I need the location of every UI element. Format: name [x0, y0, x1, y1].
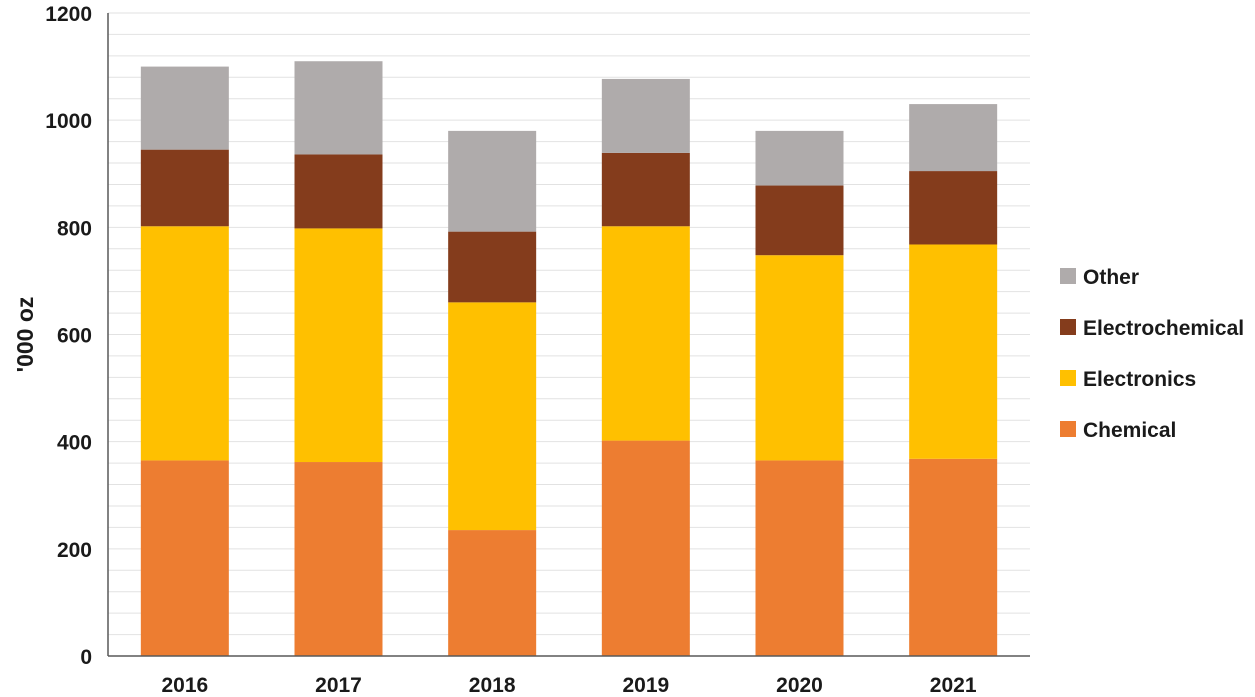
y-tick-label: 1000: [45, 110, 92, 133]
bar-segment-electronics-2019: [601, 226, 690, 441]
legend: Other Electrochemical Electronics Chemical: [1060, 266, 1244, 442]
bar-segment-electronics-2016: [140, 226, 229, 461]
bar-segment-electrochemical-2017: [294, 154, 383, 229]
bar-segment-other-2017: [294, 61, 383, 155]
legend-swatch-other: [1060, 268, 1076, 284]
bar-segment-electrochemical-2018: [448, 231, 537, 303]
x-tick-label: 2018: [469, 674, 516, 697]
y-tick-label: 0: [80, 646, 92, 669]
bar-segment-electrochemical-2020: [755, 185, 844, 256]
bar-segment-electronics-2017: [294, 228, 383, 463]
bar-segment-other-2020: [755, 130, 844, 186]
bar-segment-other-2019: [601, 78, 690, 153]
bar-segment-chemical-2020: [755, 460, 844, 656]
x-axis-tick-labels: 2016 2017 2018 2019 2020 2021: [161, 674, 976, 697]
legend-label-other: Other: [1083, 266, 1139, 289]
legend-label-electronics: Electronics: [1083, 368, 1196, 391]
legend-swatch-electrochemical: [1060, 319, 1076, 335]
y-tick-label: 400: [57, 432, 92, 455]
bar-segment-electronics-2020: [755, 255, 844, 461]
bar-segment-electronics-2021: [909, 244, 998, 459]
bar-segment-electrochemical-2021: [909, 171, 998, 245]
bar-segment-other-2016: [140, 66, 229, 150]
bar-segment-other-2018: [448, 130, 537, 232]
y-tick-label: 1200: [45, 3, 92, 26]
bar-segment-chemical-2019: [601, 440, 690, 656]
bar-segment-chemical-2017: [294, 462, 383, 656]
legend-swatch-electronics: [1060, 370, 1076, 386]
bar-segment-electrochemical-2016: [140, 149, 229, 227]
y-axis-tick-labels: 0 200 400 600 800 1000 1200: [45, 3, 92, 669]
y-axis-title: '000 oz: [12, 297, 38, 373]
bar-segment-other-2021: [909, 104, 998, 172]
x-tick-label: 2020: [776, 674, 823, 697]
bar-segment-electrochemical-2019: [601, 152, 690, 227]
bars: [140, 61, 998, 656]
bar-segment-chemical-2016: [140, 460, 229, 656]
bar-segment-chemical-2018: [448, 530, 537, 656]
bar-segment-chemical-2021: [909, 458, 998, 656]
y-tick-label: 800: [57, 217, 92, 240]
x-tick-label: 2021: [930, 674, 977, 697]
y-tick-label: 200: [57, 539, 92, 562]
x-tick-label: 2016: [161, 674, 208, 697]
y-tick-label: 600: [57, 325, 92, 348]
bar-segment-electronics-2018: [448, 302, 537, 531]
legend-label-electrochemical: Electrochemical: [1083, 317, 1244, 340]
x-tick-label: 2019: [622, 674, 669, 697]
x-tick-label: 2017: [315, 674, 362, 697]
legend-label-chemical: Chemical: [1083, 419, 1176, 442]
gridlines: [108, 12, 1030, 636]
legend-swatch-chemical: [1060, 421, 1076, 437]
